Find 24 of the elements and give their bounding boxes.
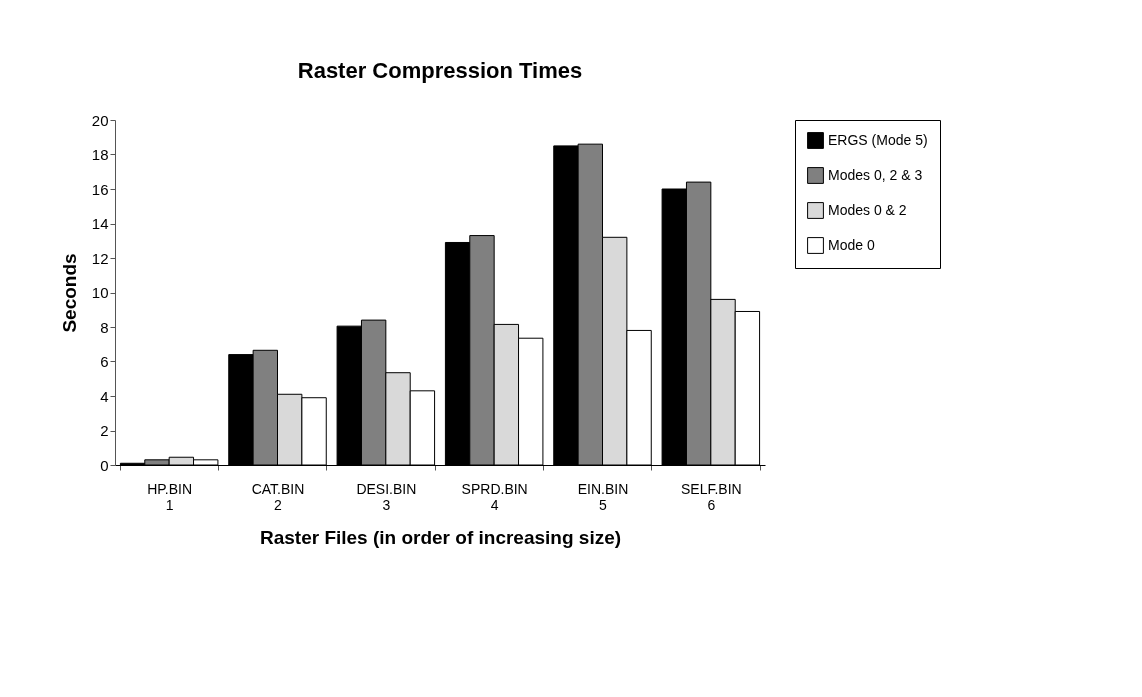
y-tick-label: 16 — [91, 180, 109, 198]
x-tick-label: SELF.BIN 6 — [680, 480, 742, 513]
x-axis-title: Raster Files (in order of increasing size) — [259, 526, 622, 548]
x-tick-label: EIN.BIN 5 — [577, 480, 629, 513]
y-tick-label: 2 — [100, 422, 109, 439]
x-tick-label: HP.BIN 1 — [147, 480, 193, 513]
x-tick-label: CAT.BIN 2 — [251, 480, 305, 513]
legend-label: Modes 0 & 2 — [828, 201, 907, 218]
legend-label: ERGS (Mode 5) — [828, 131, 928, 148]
x-tick-label: DESI.BIN 3 — [356, 480, 417, 513]
y-tick-label: 20 — [91, 111, 109, 129]
y-tick-label: 10 — [91, 284, 109, 301]
y-tick-label: 8 — [100, 318, 109, 336]
legend-label: Mode 0 — [828, 236, 875, 253]
y-tick-label: 14 — [91, 215, 109, 232]
y-tick-label: 0 — [100, 456, 109, 474]
y-tick-label: 12 — [91, 249, 109, 267]
y-tick-label: 4 — [100, 387, 109, 405]
y-axis-title: Seconds — [58, 253, 80, 333]
chart-title: Raster Compression Times — [297, 58, 583, 83]
y-tick-label: 6 — [100, 353, 109, 370]
x-tick-label: SPRD.BIN 4 — [461, 480, 528, 513]
legend-label: Modes 0, 2 & 3 — [828, 166, 923, 183]
y-tick-label: 18 — [91, 146, 109, 163]
